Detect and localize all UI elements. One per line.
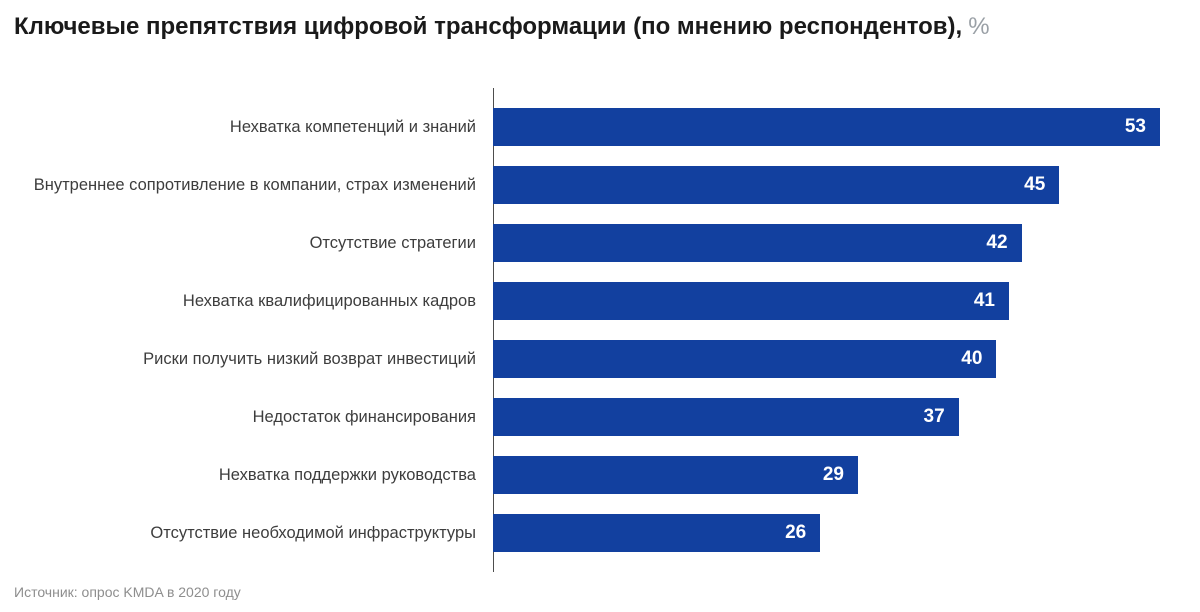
category-label: Отсутствие стратегии (309, 233, 476, 252)
bar-track: 42 (493, 224, 1200, 262)
bar-track: 40 (493, 340, 1200, 378)
category-label: Нехватка компетенций и знаний (229, 117, 476, 136)
category-label: Нехватка поддержки руководства (218, 465, 476, 484)
category-label: Недостаток финансирования (252, 407, 476, 426)
bar-value-label: 40 (961, 348, 983, 369)
bar: 45 (493, 166, 1060, 204)
bar: 42 (493, 224, 1022, 262)
bar-value-label: 26 (785, 522, 807, 543)
bar-row: Отсутствие стратегии 42 (0, 214, 1200, 272)
bar-row: Недостаток финансирования 37 (0, 388, 1200, 446)
category-label: Риски получить низкий возврат инвестиций (143, 349, 476, 368)
bar: 37 (493, 398, 959, 436)
bar: 53 (493, 108, 1160, 146)
category-label: Нехватка квалифицированных кадров (182, 291, 476, 310)
bar-track: 41 (493, 282, 1200, 320)
bar-value-label: 41 (973, 290, 995, 311)
chart-title: Ключевые препятствия цифровой трансформа… (0, 0, 1200, 42)
bar-row: Нехватка поддержки руководства 29 (0, 446, 1200, 504)
bar: 41 (493, 282, 1009, 320)
bar-row: Нехватка квалифицированных кадров 41 (0, 272, 1200, 330)
bar-value-label: 29 (822, 464, 844, 485)
bar-track: 45 (493, 166, 1200, 204)
bar-value-label: 53 (1124, 116, 1146, 137)
category-label: Внутреннее сопротивление в компании, стр… (33, 175, 476, 194)
bar: 29 (493, 456, 858, 494)
bar-row: Отсутствие необходимой инфраструктуры 26 (0, 504, 1200, 562)
chart-title-percent-suffix: % (968, 13, 990, 40)
category-label: Отсутствие необходимой инфраструктуры (150, 523, 476, 542)
bar-chart: Нехватка компетенций и знаний 53 Внутренне… (0, 88, 1200, 572)
bar-track: 37 (493, 398, 1200, 436)
y-axis-line (493, 88, 494, 572)
bar: 26 (493, 514, 821, 552)
bar-track: 29 (493, 456, 1200, 494)
bar: 40 (493, 340, 997, 378)
bar-value-label: 45 (1024, 174, 1046, 195)
bar-track: 26 (493, 514, 1200, 552)
chart-title-text: Ключевые препятствия цифровой трансформа… (14, 13, 963, 40)
bar-value-label: 37 (923, 406, 945, 427)
bar-chart-rows: Нехватка компетенций и знаний 53 Внутренне… (0, 98, 1200, 562)
bar-track: 53 (493, 108, 1200, 146)
bar-row: Риски получить низкий возврат инвестиций… (0, 330, 1200, 388)
source-note: Источник: опрос KMDA в 2020 году (14, 584, 241, 600)
bar-row: Внутреннее сопротивление в компании, стр… (0, 156, 1200, 214)
bar-value-label: 42 (986, 232, 1008, 253)
bar-row: Нехватка компетенций и знаний 53 (0, 98, 1200, 156)
